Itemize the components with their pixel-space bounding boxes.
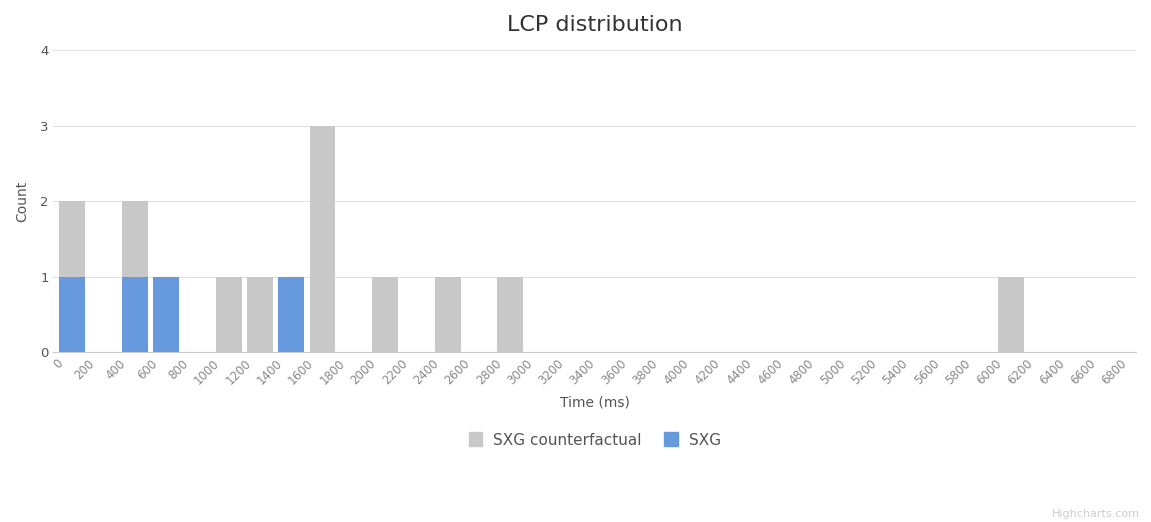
Bar	[279, 277, 304, 352]
Bar	[60, 277, 85, 352]
Bar	[372, 277, 398, 352]
Bar	[216, 277, 242, 352]
Title: LCP distribution: LCP distribution	[506, 15, 683, 35]
Bar	[122, 201, 147, 352]
Legend: SXG counterfactual, SXG: SXG counterfactual, SXG	[463, 426, 727, 454]
Y-axis label: Count: Count	[15, 181, 29, 222]
Bar	[998, 277, 1023, 352]
Bar	[153, 277, 178, 352]
Bar	[497, 277, 523, 352]
X-axis label: Time (ms): Time (ms)	[559, 396, 630, 410]
Bar	[122, 277, 147, 352]
Bar	[310, 126, 335, 352]
Bar	[153, 277, 178, 352]
Text: Highcharts.com: Highcharts.com	[1052, 509, 1139, 519]
Bar	[60, 201, 85, 352]
Bar	[435, 277, 460, 352]
Bar	[247, 277, 273, 352]
